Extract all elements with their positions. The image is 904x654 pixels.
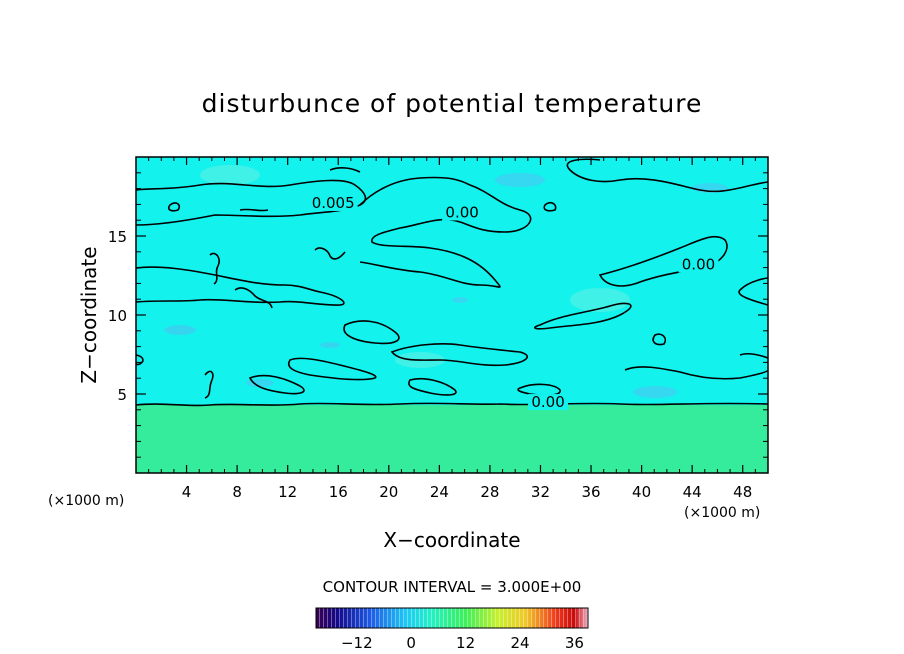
contour-low-left	[288, 357, 377, 381]
contour-noisy-2	[209, 252, 220, 285]
negative-patches	[164, 173, 728, 398]
contour-upper-left	[135, 179, 367, 226]
contour-right-band	[738, 277, 769, 306]
x-tick-label: 44	[683, 483, 702, 501]
lower-layer-fill	[136, 405, 768, 473]
contour-low-right	[624, 366, 769, 380]
contour-left-band	[135, 266, 345, 306]
contour-label: 0.00	[531, 393, 564, 411]
contour-label-bg	[678, 256, 719, 273]
contour-low-mid	[408, 377, 457, 396]
colorbar-tick-label: 24	[510, 634, 529, 652]
contour-lines	[135, 158, 769, 407]
contour-right-wave	[598, 235, 728, 287]
y-tick-label: 15	[108, 228, 127, 246]
contour-mid-blob-2	[343, 320, 400, 345]
x-tick-label: 36	[581, 483, 600, 501]
x-axis: 4 8 12 16 20 24 28 32 36 40 44 48	[148, 157, 756, 501]
y-tick-label: 5	[117, 386, 127, 404]
contour-label: 0.005	[312, 194, 355, 212]
contour-small-5	[739, 352, 769, 359]
x-tick-label: 8	[232, 483, 242, 501]
contour-noisy-4	[314, 247, 346, 260]
contour-labels: 0.00 0.00 0.00 0.005	[308, 194, 719, 411]
x-tick-label: 12	[278, 483, 297, 501]
x-tick-label: 16	[329, 483, 348, 501]
x-tick-label: 32	[531, 483, 550, 501]
y-tick-label: 10	[108, 307, 127, 325]
contour-small-2	[543, 202, 557, 212]
contour-noisy-6	[239, 208, 269, 212]
contour-label: 0.00	[682, 256, 715, 274]
colorbar-stripes	[316, 608, 588, 628]
x-tick-label: 4	[182, 483, 192, 501]
x-axis-label: X−coordinate	[383, 528, 520, 552]
x-tick-label: 24	[430, 483, 449, 501]
contour-interval-label: CONTOUR INTERVAL = 3.000E+00	[323, 578, 582, 596]
contour-label-bg	[442, 204, 483, 221]
chart-title: disturbunce of potential temperature	[202, 89, 703, 118]
contour-small-3	[652, 333, 667, 346]
contour-noisy-3	[234, 287, 273, 309]
contour-label-bg	[528, 394, 569, 411]
contour-mid-blob-1	[534, 302, 632, 330]
x-tick-label: 20	[379, 483, 398, 501]
x-tick-label: 48	[733, 483, 752, 501]
bright-patches	[200, 165, 630, 368]
contour-label: 0.00	[445, 203, 478, 221]
colorbar-tick-label: 0	[406, 634, 416, 652]
contour-label-bg	[308, 194, 358, 211]
plot-area: 0.00 0.00 0.00 0.005	[135, 156, 769, 474]
colorbar-frame	[315, 607, 589, 629]
x-unit-left: (×1000 m)	[48, 493, 124, 509]
colorbar-tick-label: 36	[565, 634, 584, 652]
contour-baseline	[135, 402, 769, 407]
x-tick-label: 28	[480, 483, 499, 501]
upper-layer-fill	[136, 157, 768, 405]
y-axis: 5 10 15	[108, 172, 768, 458]
contour-low-left-2	[248, 374, 305, 395]
contour-upper-right	[566, 158, 769, 193]
colorbar-tick-label: −12	[341, 634, 373, 652]
x-unit-right: (×1000 m)	[684, 505, 760, 521]
colorbar-tick-label: 12	[456, 634, 475, 652]
colorbar: −12 0 12 24 36	[315, 607, 589, 652]
x-tick-label: 40	[632, 483, 651, 501]
contour-noisy-5	[329, 167, 361, 173]
contour-noisy-1	[204, 370, 214, 399]
contour-upper-mid	[359, 176, 532, 288]
contour-low-band	[390, 343, 528, 367]
y-axis-label: Z−coordinate	[77, 246, 101, 383]
contour-small-1	[167, 202, 181, 212]
colorbar-ticks: −12 0 12 24 36	[341, 634, 584, 652]
